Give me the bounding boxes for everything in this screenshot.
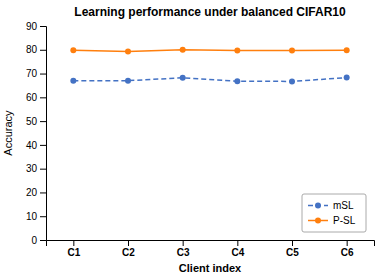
point <box>289 47 295 53</box>
tick-mark <box>347 240 348 246</box>
legend-marker <box>315 203 321 209</box>
legend-item: mSL <box>308 200 354 211</box>
tick-mark <box>128 240 129 246</box>
tick-label: 90 <box>26 21 38 32</box>
legend-box <box>302 194 366 232</box>
y-tick: 80 <box>26 44 46 55</box>
tick-label: C5 <box>286 247 299 258</box>
tick-label: C2 <box>122 247 135 258</box>
point <box>344 75 350 81</box>
legend-label: P-SL <box>333 215 356 226</box>
point <box>125 78 131 84</box>
x-tick: C6 <box>341 240 354 258</box>
tick-label: 60 <box>26 92 38 103</box>
tick-label: 40 <box>26 140 38 151</box>
tick-mark <box>73 240 74 246</box>
tick-mark <box>40 240 46 241</box>
series <box>70 75 349 85</box>
tick-label: C4 <box>231 247 244 258</box>
tick-mark <box>40 97 46 98</box>
series-line <box>73 78 346 82</box>
y-tick: 10 <box>26 211 46 222</box>
tick-label: 10 <box>26 211 38 222</box>
tick-label: 80 <box>26 44 38 55</box>
tick-label: C6 <box>341 247 354 258</box>
point <box>180 75 186 81</box>
tick-mark <box>40 192 46 193</box>
y-axis-title: Accuracy <box>2 110 14 156</box>
legend-marker <box>315 218 321 224</box>
x-tick: C5 <box>286 240 299 258</box>
legend-label: mSL <box>333 200 354 211</box>
x-tick: C4 <box>231 240 244 258</box>
point <box>180 47 186 53</box>
point <box>125 48 131 54</box>
tick-label: 0 <box>31 235 37 246</box>
y-axis: 0 10 20 30 40 50 60 70 80 90 <box>26 21 47 246</box>
series <box>70 47 349 55</box>
tick-label: C3 <box>177 247 190 258</box>
legend-item: P-SL <box>308 215 356 226</box>
series-group <box>70 47 349 85</box>
x-tick: C3 <box>177 240 190 258</box>
tick-mark <box>237 240 238 246</box>
x-axis-title: Client index <box>179 262 242 274</box>
tick-mark <box>40 50 46 51</box>
x-axis: C1 C2 C3 C4 C5 C6 <box>47 240 375 258</box>
point <box>234 47 240 53</box>
point <box>234 78 240 84</box>
tick-mark <box>40 26 46 27</box>
legend: mSL P-SL <box>302 194 366 232</box>
y-tick: 0 <box>31 235 46 246</box>
series-line <box>73 50 346 52</box>
tick-label: 20 <box>26 187 38 198</box>
point <box>70 78 76 84</box>
y-tick: 30 <box>26 163 46 174</box>
axis-domain <box>40 27 47 241</box>
tick-label: C1 <box>67 247 80 258</box>
point <box>70 47 76 53</box>
tick-mark <box>40 216 46 217</box>
point <box>344 47 350 53</box>
tick-mark <box>292 240 293 246</box>
x-tick: C1 <box>67 240 80 258</box>
axis-domain <box>47 241 375 247</box>
tick-mark <box>40 169 46 170</box>
tick-mark <box>40 74 46 75</box>
tick-mark <box>40 121 46 122</box>
point <box>289 78 295 84</box>
chart: C1 C2 C3 C4 C5 C6 0 10 20 30 40 50 60 70 80 90 mSL P-SL Le… <box>0 0 386 278</box>
y-tick: 60 <box>26 92 46 103</box>
tick-mark <box>183 240 184 246</box>
y-tick: 90 <box>26 21 46 32</box>
tick-label: 50 <box>26 116 38 127</box>
tick-label: 30 <box>26 163 38 174</box>
y-tick: 50 <box>26 116 46 127</box>
title: Learning performance under balanced CIFA… <box>74 5 346 19</box>
tick-label: 70 <box>26 68 38 79</box>
tick-mark <box>40 145 46 146</box>
x-tick: C2 <box>122 240 135 258</box>
y-tick: 40 <box>26 140 46 151</box>
y-tick: 70 <box>26 68 46 79</box>
y-tick: 20 <box>26 187 46 198</box>
plot: C1 C2 C3 C4 C5 C6 0 10 20 30 40 50 60 70 80 90 mSL P-SL <box>26 21 375 258</box>
